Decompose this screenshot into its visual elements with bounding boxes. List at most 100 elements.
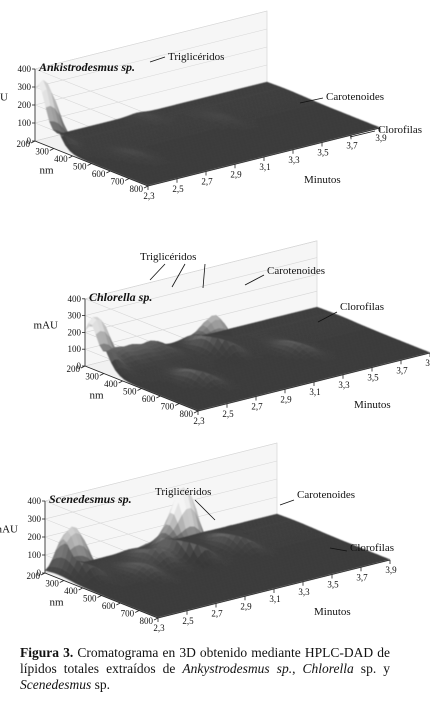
x-tick-label: 2,7 [211, 609, 223, 619]
y-tick [134, 610, 140, 613]
y-tick [80, 365, 86, 369]
y-axis-label: nm [89, 390, 104, 402]
x-tick-label: 2,5 [182, 616, 194, 626]
surface [44, 487, 391, 618]
y-tick-label: 200 [67, 364, 81, 374]
y-tick-label: 400 [64, 586, 78, 596]
x-tick-label: 3,9 [425, 358, 430, 368]
x-tick-label: 3,3 [298, 587, 310, 597]
y-tick [156, 395, 161, 399]
y-tick [137, 388, 142, 391]
x-tick-label: 2,7 [201, 177, 213, 187]
y-tick-label: 300 [85, 372, 99, 382]
z-tick-label: 100 [28, 550, 42, 560]
chart-title: Ankistrodesmus sp. [38, 60, 135, 74]
surface [84, 306, 430, 411]
annotation-clorofilas: Clorofilas [378, 124, 422, 136]
caption-text-1: Cromatograma en 3D obtenido mediante HPL… [20, 645, 390, 676]
annotation-leader [149, 56, 166, 63]
y-axis-label: nm [39, 165, 54, 177]
caption-species-2: Chlorella [302, 661, 354, 676]
x-tick-label: 3,7 [396, 365, 408, 375]
z-tick-label: 0 [27, 136, 32, 146]
annotation-leader [317, 311, 338, 323]
x-tick-label: 2,3 [193, 416, 205, 426]
y-tick [78, 587, 83, 591]
y-tick [153, 617, 159, 621]
y-tick-label: 800 [130, 184, 144, 194]
annotation-clorofilas: Clorofilas [340, 301, 384, 313]
x-tick-label: 3,3 [338, 380, 350, 390]
y-tick-label: 800 [180, 409, 194, 419]
y-tick [99, 373, 105, 376]
x-tick-label: 3,1 [309, 387, 320, 397]
annotation-leader [244, 274, 265, 286]
y-tick-label: 500 [73, 162, 87, 172]
annotation-clorofilas: Clorofilas [350, 542, 394, 554]
y-tick [87, 163, 92, 166]
y-tick [106, 170, 111, 174]
y-tick [30, 140, 36, 144]
annotation-triglicridos: Triglicéridos [140, 251, 196, 263]
annotation-leader [202, 263, 206, 289]
annotation-leader [299, 97, 324, 104]
x-tick-label: 2,9 [240, 601, 252, 611]
x-tick-label: 3,3 [288, 155, 300, 165]
x-axis-label: Minutos [314, 606, 351, 618]
z-tick-label: 400 [18, 64, 32, 74]
y-tick [174, 403, 180, 406]
y-tick [59, 580, 65, 583]
z-tick-label: 300 [28, 514, 42, 524]
annotation-carotenoides: Carotenoides [326, 91, 384, 103]
y-tick-label: 200 [27, 571, 41, 581]
chromatogram-figure: 01002003004002003004005006007008002,32,5… [0, 10, 430, 633]
y-tick-label: 500 [123, 387, 137, 397]
caption-text-2: sp. y [353, 661, 390, 676]
x-tick-label: 2,5 [172, 184, 184, 194]
x-tick-label: 3,1 [259, 162, 270, 172]
chart-title: Scenedesmus sp. [49, 492, 132, 506]
annotation-leader [149, 263, 166, 281]
z-axis-label: mAU [0, 91, 8, 103]
annotation-triglicridos: Triglicéridos [155, 486, 211, 498]
annotation-leader [194, 499, 216, 521]
x-tick-label: 3,5 [327, 580, 339, 590]
z-axis-label: mAU [0, 523, 18, 535]
x-tick-label: 3,9 [385, 565, 397, 575]
y-tick [116, 602, 121, 606]
x-tick-label: 2,9 [230, 169, 242, 179]
z-tick-label: 0 [77, 361, 82, 371]
annotation-leader [349, 130, 376, 138]
y-tick [68, 155, 73, 159]
y-tick-label: 600 [92, 169, 106, 179]
caption-text-3: sp. [91, 677, 110, 692]
annotation-triglicridos: Triglicéridos [168, 51, 224, 63]
z-tick-label: 0 [37, 568, 42, 578]
x-tick-label: 3,5 [317, 148, 329, 158]
caption-species-1: Ankystrodesmus sp. [182, 661, 293, 676]
y-tick [49, 148, 55, 151]
x-tick-label: 3,5 [367, 373, 379, 383]
annotation-leader [171, 263, 186, 288]
z-tick-label: 400 [68, 294, 82, 304]
y-tick-label: 300 [45, 579, 59, 589]
caption-sep-1: , [292, 661, 303, 676]
z-axis-label: mAU [34, 319, 59, 331]
z-tick-label: 200 [18, 100, 32, 110]
y-tick-label: 600 [102, 601, 116, 611]
annotation-leader [329, 547, 348, 552]
y-tick [143, 185, 149, 189]
x-tick-label: 3,9 [375, 133, 387, 143]
y-tick [40, 572, 46, 576]
x-tick-label: 2,9 [280, 394, 292, 404]
z-tick-label: 300 [68, 311, 82, 321]
x-tick-label: 2,3 [143, 191, 155, 201]
y-tick-label: 600 [142, 394, 156, 404]
y-tick-label: 500 [83, 594, 97, 604]
y-tick-label: 400 [54, 154, 68, 164]
y-tick-label: 800 [140, 616, 154, 626]
z-tick-label: 200 [28, 532, 42, 542]
